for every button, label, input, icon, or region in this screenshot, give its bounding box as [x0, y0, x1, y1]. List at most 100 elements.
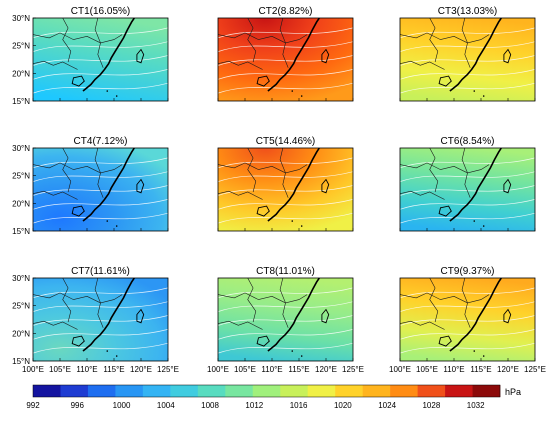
province-border — [247, 278, 257, 323]
lon-label: 110°E — [443, 365, 464, 374]
province-border — [94, 18, 104, 68]
islet — [473, 90, 476, 92]
isobar-contour — [33, 212, 168, 224]
coastline — [267, 148, 320, 222]
province-border — [94, 148, 104, 198]
lat-label: 30°N — [12, 144, 30, 153]
islet — [300, 225, 303, 227]
coastline — [267, 278, 320, 352]
hainan-island — [438, 205, 452, 217]
isobar-contour — [218, 301, 353, 312]
isobar-contour — [33, 68, 168, 80]
islet — [115, 225, 118, 227]
colorbar-swatch — [417, 385, 446, 397]
hainan-island — [256, 335, 270, 347]
map-frame — [32, 277, 169, 362]
islet — [473, 220, 476, 222]
lon-label: 120°E — [130, 365, 152, 374]
lon-label: 100°E — [389, 365, 411, 374]
pressure-field — [33, 18, 168, 101]
isobar-contour — [33, 315, 168, 326]
isobar-contour — [33, 82, 168, 94]
islet — [291, 220, 294, 222]
colorbar-swatch — [307, 385, 336, 397]
province-border — [429, 18, 439, 63]
colorbar-swatch — [142, 385, 171, 397]
islet — [300, 355, 303, 357]
isobar-contour — [400, 68, 535, 80]
isobar-contour — [400, 185, 535, 196]
lat-label: 15°N — [12, 97, 30, 106]
province-border — [400, 292, 490, 304]
province-border — [218, 292, 308, 304]
map-frame — [217, 17, 354, 102]
isobar-contour — [218, 315, 353, 326]
isobar-contour — [400, 157, 535, 169]
isobar-contour — [218, 55, 353, 66]
isobar-contour — [33, 157, 168, 169]
lon-label: 125°E — [342, 365, 364, 374]
isobar-contour — [218, 198, 353, 210]
panel-title: CT7(11.61%) — [71, 266, 130, 277]
isobar-contour — [400, 82, 535, 94]
lat-label: 20°N — [12, 329, 30, 338]
lon-label: 110°E — [76, 365, 97, 374]
pressure-field — [400, 278, 535, 361]
taiwan-island — [136, 308, 145, 324]
map-panel: CT2(8.82%) — [217, 6, 354, 102]
colorbar-tick-label: 996 — [71, 401, 85, 410]
province-border — [218, 162, 308, 174]
lat-label: 20°N — [12, 69, 30, 78]
isobar-contour — [218, 27, 353, 39]
islet — [115, 95, 118, 97]
isobar-contour — [33, 342, 168, 354]
lon-label: 105°E — [234, 365, 256, 374]
islet — [106, 220, 109, 222]
colorbar-unit: hPa — [505, 387, 521, 397]
panel-title: CT2(8.82%) — [259, 6, 313, 17]
province-border — [62, 278, 72, 323]
isobar-contour — [218, 157, 353, 169]
province-border — [461, 148, 471, 198]
islet — [300, 95, 303, 97]
colorbar-tick-label: 1004 — [157, 401, 175, 410]
lat-label: 25°N — [12, 172, 30, 181]
map-panel: CT9(9.37%) 100°E 105°E 110°E 115°E 120°E 125°E — [389, 266, 546, 374]
map-frame — [32, 147, 169, 232]
lat-label: 30°N — [12, 274, 30, 283]
coastline — [82, 278, 135, 352]
isobar-contour — [33, 27, 168, 39]
hainan-island — [256, 75, 270, 87]
lon-label: 120°E — [315, 365, 337, 374]
colorbar-swatch — [115, 385, 144, 397]
isobar-contour — [218, 328, 353, 340]
province-border — [429, 278, 439, 323]
taiwan-island — [321, 48, 330, 64]
lat-label: 20°N — [12, 199, 30, 208]
colorbar-frame — [32, 384, 501, 398]
pressure-field — [218, 278, 353, 361]
coastline — [267, 18, 320, 92]
province-border — [218, 32, 308, 44]
map-panel: CT8(11.01%) 100°E 105°E 110°E 115°E 120°E 125°… — [207, 266, 364, 374]
province-border — [279, 18, 289, 68]
isobar-contour — [33, 55, 168, 66]
colorbar-tick-label: 1028 — [422, 401, 440, 410]
lon-label: 105°E — [416, 365, 438, 374]
isobar-contour — [400, 41, 535, 52]
taiwan-island — [503, 178, 512, 194]
isobar-contour — [400, 55, 535, 66]
lat-label: 25°N — [12, 302, 30, 311]
panel-title: CT8(11.01%) — [256, 266, 315, 277]
panel-title: CT4(7.12%) — [74, 136, 128, 147]
province-border — [279, 148, 289, 198]
lon-label: 100°E — [22, 365, 44, 374]
isobar-contour — [33, 41, 168, 52]
panel-title: CT5(14.46%) — [256, 136, 315, 147]
isobar-contour — [218, 212, 353, 224]
province-border — [400, 190, 445, 200]
coastline — [82, 18, 135, 92]
